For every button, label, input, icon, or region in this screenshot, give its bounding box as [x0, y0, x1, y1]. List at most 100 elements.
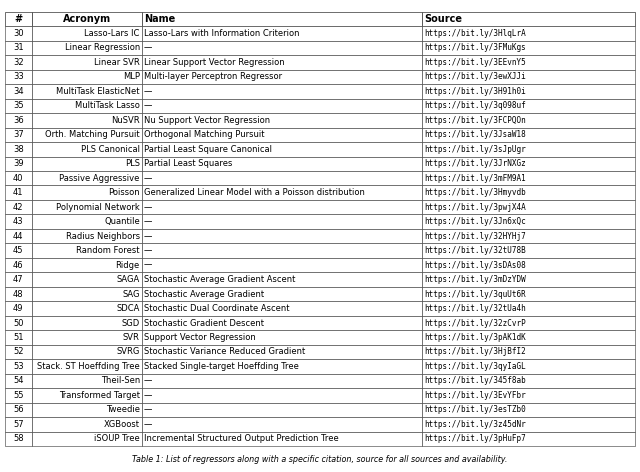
Bar: [5, 374, 31, 388]
Bar: [422, 417, 635, 431]
Bar: [5, 316, 31, 330]
Bar: [31, 127, 142, 142]
Text: 42: 42: [13, 202, 24, 212]
Bar: [5, 301, 31, 316]
Text: 37: 37: [13, 130, 24, 139]
Text: Incremental Structured Output Prediction Tree: Incremental Structured Output Prediction…: [144, 434, 339, 443]
Text: iSOUP Tree: iSOUP Tree: [94, 434, 140, 443]
Bar: [422, 330, 635, 345]
Bar: [422, 12, 635, 26]
Text: Table 1: List of regressors along with a specific citation, source for all sourc: Table 1: List of regressors along with a…: [132, 455, 508, 464]
Bar: [142, 403, 422, 417]
Bar: [5, 214, 31, 229]
Text: Generalized Linear Model with a Poisson distribution: Generalized Linear Model with a Poisson …: [144, 188, 365, 197]
Bar: [5, 171, 31, 185]
Bar: [142, 127, 422, 142]
Text: —: —: [144, 101, 152, 110]
Bar: [31, 258, 142, 272]
Bar: [5, 113, 31, 127]
Bar: [5, 388, 31, 403]
Bar: [5, 55, 31, 70]
Bar: [5, 417, 31, 431]
Bar: [422, 55, 635, 70]
Text: —: —: [144, 376, 152, 386]
Text: 49: 49: [13, 304, 24, 313]
Bar: [422, 258, 635, 272]
Text: Partial Least Square Canonical: Partial Least Square Canonical: [144, 145, 272, 154]
Text: https://bit.ly/3mDzYDW: https://bit.ly/3mDzYDW: [424, 275, 525, 284]
Text: 51: 51: [13, 333, 24, 342]
Text: Stacked Single-target Hoeffding Tree: Stacked Single-target Hoeffding Tree: [144, 362, 299, 371]
Bar: [142, 12, 422, 26]
Text: 43: 43: [13, 217, 24, 226]
Bar: [31, 55, 142, 70]
Text: Partial Least Squares: Partial Least Squares: [144, 159, 232, 169]
Bar: [5, 359, 31, 374]
Bar: [422, 185, 635, 200]
Bar: [31, 41, 142, 55]
Text: https://bit.ly/3FCPQOn: https://bit.ly/3FCPQOn: [424, 116, 525, 125]
Bar: [422, 41, 635, 55]
Text: https://bit.ly/3esTZb0: https://bit.ly/3esTZb0: [424, 405, 525, 414]
Text: —: —: [144, 43, 152, 52]
Bar: [5, 229, 31, 244]
Text: https://bit.ly/345f8ab: https://bit.ly/345f8ab: [424, 376, 525, 386]
Text: 33: 33: [13, 72, 24, 82]
Bar: [31, 417, 142, 431]
Bar: [31, 185, 142, 200]
Bar: [142, 258, 422, 272]
Text: 57: 57: [13, 420, 24, 429]
Bar: [422, 272, 635, 287]
Bar: [5, 127, 31, 142]
Text: Stochastic Dual Coordinate Ascent: Stochastic Dual Coordinate Ascent: [144, 304, 289, 313]
Text: 36: 36: [13, 116, 24, 125]
Bar: [422, 113, 635, 127]
Bar: [142, 200, 422, 214]
Text: Orth. Matching Pursuit: Orth. Matching Pursuit: [45, 130, 140, 139]
Text: https://bit.ly/3pwjX4A: https://bit.ly/3pwjX4A: [424, 202, 525, 212]
Text: https://bit.ly/3EvYFbr: https://bit.ly/3EvYFbr: [424, 391, 525, 400]
Text: —: —: [144, 202, 152, 212]
Bar: [422, 127, 635, 142]
Text: PLS Canonical: PLS Canonical: [81, 145, 140, 154]
Text: https://bit.ly/3z45dNr: https://bit.ly/3z45dNr: [424, 420, 525, 429]
Bar: [5, 84, 31, 99]
Text: SGD: SGD: [122, 319, 140, 328]
Text: —: —: [144, 405, 152, 414]
Text: —: —: [144, 420, 152, 429]
Text: 52: 52: [13, 347, 24, 356]
Bar: [5, 41, 31, 55]
Text: 46: 46: [13, 261, 24, 270]
Bar: [31, 301, 142, 316]
Text: SVRG: SVRG: [116, 347, 140, 356]
Text: https://bit.ly/3sDAs08: https://bit.ly/3sDAs08: [424, 261, 525, 270]
Bar: [142, 26, 422, 41]
Text: Poisson: Poisson: [108, 188, 140, 197]
Text: https://bit.ly/3q098uf: https://bit.ly/3q098uf: [424, 101, 525, 110]
Text: MultiTask Lasso: MultiTask Lasso: [75, 101, 140, 110]
Bar: [31, 272, 142, 287]
Text: 48: 48: [13, 289, 24, 299]
Text: 53: 53: [13, 362, 24, 371]
Text: Source: Source: [424, 14, 462, 24]
Text: Orthogonal Matching Pursuit: Orthogonal Matching Pursuit: [144, 130, 264, 139]
Text: https://bit.ly/3JsaW18: https://bit.ly/3JsaW18: [424, 130, 525, 139]
Bar: [31, 157, 142, 171]
Text: —: —: [144, 261, 152, 270]
Bar: [31, 229, 142, 244]
Bar: [422, 214, 635, 229]
Bar: [5, 330, 31, 345]
Bar: [142, 374, 422, 388]
Bar: [142, 41, 422, 55]
Bar: [142, 388, 422, 403]
Bar: [142, 55, 422, 70]
Text: https://bit.ly/32tUa4h: https://bit.ly/32tUa4h: [424, 304, 525, 313]
Bar: [31, 359, 142, 374]
Text: https://bit.ly/3qyIaGL: https://bit.ly/3qyIaGL: [424, 362, 525, 371]
Bar: [5, 142, 31, 157]
Text: MultiTask ElasticNet: MultiTask ElasticNet: [56, 87, 140, 96]
Text: https://bit.ly/3sJpUgr: https://bit.ly/3sJpUgr: [424, 145, 525, 154]
Bar: [142, 316, 422, 330]
Bar: [31, 84, 142, 99]
Bar: [142, 431, 422, 446]
